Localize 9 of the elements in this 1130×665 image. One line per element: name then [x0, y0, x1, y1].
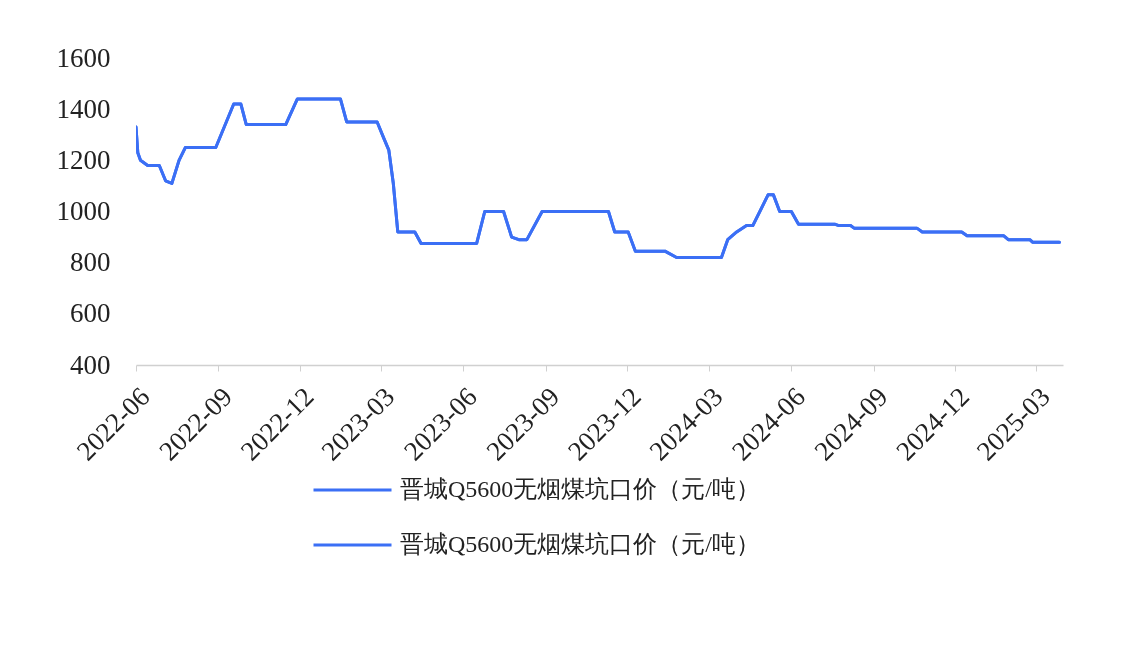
y-tick-label: 1600 — [56, 42, 111, 73]
y-tick-label: 1000 — [56, 196, 111, 226]
y-tick-label: 800 — [70, 247, 111, 278]
y-tick-label: 1200 — [56, 144, 111, 175]
y-tick-label: 400 — [70, 349, 111, 380]
y-tick-label: 600 — [70, 298, 111, 329]
legend-label: 晋城Q5600无烟煤坑口价（元/吨） — [400, 531, 760, 557]
y-tick-label: 1400 — [56, 93, 111, 124]
legend-label: 晋城Q5600无烟煤坑口价（元/吨） — [400, 476, 760, 502]
